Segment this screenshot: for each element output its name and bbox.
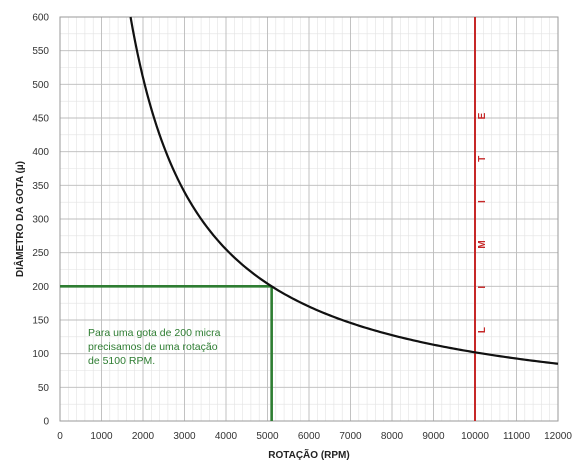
y-axis-label: DIÂMETRO DA GOTA (µ) — [13, 161, 26, 277]
limit-label-letter: L — [477, 327, 488, 333]
y-tick-label: 0 — [43, 417, 49, 428]
y-tick-label: 300 — [32, 215, 49, 226]
x-tick-label: 9000 — [422, 431, 445, 442]
y-tick-label: 500 — [32, 80, 49, 91]
y-tick-label: 600 — [32, 13, 49, 24]
x-tick-label: 1000 — [90, 431, 113, 442]
y-tick-label: 400 — [32, 147, 49, 158]
x-tick-label: 0 — [57, 431, 63, 442]
x-tick-label: 4000 — [215, 431, 238, 442]
x-tick-label: 5000 — [256, 431, 279, 442]
x-tick-label: 12000 — [544, 431, 572, 442]
curve-group — [129, 16, 559, 365]
y-tick-label: 100 — [32, 349, 49, 360]
annotation-text: Para uma gota de 200 micra precisamos de … — [88, 327, 221, 367]
y-tick-label: 200 — [32, 282, 49, 293]
y-tick-label: 550 — [32, 46, 49, 57]
limit-label-letter: I — [477, 286, 488, 289]
data-curve — [129, 16, 559, 365]
x-tick-labels: 0 1000 2000 3000 4000 5000 6000 7000 8000 9000 100… — [57, 431, 572, 442]
x-tick-label: 7000 — [339, 431, 362, 442]
x-tick-label: 6000 — [298, 431, 321, 442]
annotation-line: precisamos de uma rotação — [88, 341, 218, 353]
limit-line-group: L I M I T E — [474, 17, 488, 421]
annotation-line: de 5100 RPM. — [88, 355, 155, 367]
x-tick-label: 2000 — [132, 431, 155, 442]
y-tick-label: 50 — [38, 383, 50, 394]
reference-lines — [60, 285, 273, 421]
limit-label-letter: M — [477, 240, 488, 248]
limit-label-letter: E — [477, 112, 488, 119]
y-tick-labels: 0 50 100 150 200 250 300 350 400 450 500 550 600 — [32, 13, 49, 428]
limit-label-letter: T — [477, 156, 488, 162]
limit-label-letter: I — [477, 200, 488, 203]
y-tick-label: 350 — [32, 181, 49, 192]
y-tick-label: 450 — [32, 114, 49, 125]
x-axis-label: ROTAÇÃO (RPM) — [268, 448, 349, 461]
x-tick-label: 3000 — [173, 431, 196, 442]
annotation-line: Para uma gota de 200 micra — [88, 327, 221, 339]
y-tick-label: 150 — [32, 316, 49, 327]
plot-border — [59, 16, 559, 422]
x-tick-label: 11000 — [503, 431, 531, 442]
x-tick-label: 8000 — [381, 431, 404, 442]
x-tick-label: 10000 — [461, 431, 489, 442]
y-tick-label: 250 — [32, 248, 49, 259]
